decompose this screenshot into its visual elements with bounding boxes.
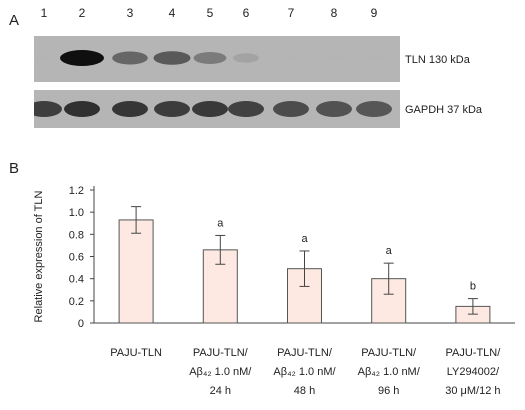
panel-b-letter: B	[9, 160, 20, 177]
tln-band-lane-3	[112, 51, 148, 65]
bar-3	[287, 268, 322, 324]
lane-number-7: 7	[287, 6, 295, 20]
y-axis-label: Relative expression of TLN	[33, 191, 45, 323]
category-label-5: PAJU-TLN/	[445, 347, 501, 359]
bar-1	[118, 219, 154, 324]
y-tick-label: 1.0	[69, 207, 84, 219]
gapdh-band-lane-5	[192, 101, 228, 117]
gapdh-band-lane-2	[64, 101, 100, 117]
gapdh-band-lane-6	[228, 101, 264, 117]
significance-label-4: a	[386, 245, 393, 257]
y-tick-label: 0.6	[69, 252, 84, 264]
gapdh-band-lane-1	[26, 101, 62, 117]
significance-label-2: a	[217, 217, 224, 229]
significance-label-3: a	[301, 233, 308, 245]
gapdh-blot	[26, 90, 400, 128]
category-label-4: PAJU-TLN/	[361, 347, 417, 359]
lane-number-9: 9	[370, 6, 378, 20]
bar-5	[455, 305, 491, 324]
significance-label-5: b	[470, 281, 476, 293]
bar-4	[371, 278, 407, 324]
lane-number-8: 8	[330, 6, 338, 20]
gapdh-blot-bands	[26, 101, 392, 117]
gapdh-band-lane-8	[316, 101, 352, 117]
category-label-1: PAJU-TLN	[110, 347, 162, 359]
tln-band-lane-6	[233, 53, 259, 63]
tln-band-lane-4	[153, 51, 191, 65]
tln-blot	[34, 36, 400, 82]
gapdh-band-lane-9	[356, 101, 392, 117]
lane-number-5: 5	[206, 6, 214, 20]
category-label-4: 96 h	[378, 385, 399, 397]
category-label-2: Aβ₄₂ 1.0 nM/	[189, 366, 252, 378]
y-tick-label: 1.2	[69, 185, 84, 197]
lane-number-6: 6	[242, 6, 250, 20]
category-label-5: LY294002/	[447, 366, 500, 378]
category-label-2: PAJU-TLN/	[193, 347, 249, 359]
y-tick-label: 0.8	[69, 229, 84, 241]
category-label-3: PAJU-TLN/	[277, 347, 333, 359]
gapdh-band-lane-4	[154, 101, 190, 117]
panel-a-letter: A	[9, 12, 20, 29]
tln-band-lane-9	[365, 54, 383, 62]
tln-blot-label: TLN 130 kDa	[405, 54, 470, 66]
gapdh-band-lane-7	[273, 101, 309, 117]
lane-number-1: 1	[40, 6, 48, 20]
category-label-5: 30 μM/12 h	[445, 385, 500, 397]
lane-number-4: 4	[168, 6, 176, 20]
category-label-3: 48 h	[294, 385, 315, 397]
tln-band-lane-7	[282, 54, 300, 62]
tln-blot-bands	[35, 50, 383, 66]
gapdh-blot-label: GAPDH 37 kDa	[405, 104, 483, 116]
tln-band-lane-5	[193, 52, 227, 64]
lane-number-3: 3	[126, 6, 134, 20]
category-label-3: Aβ₄₂ 1.0 nM/	[273, 366, 336, 378]
y-tick-label: 0	[78, 318, 84, 330]
bar-2	[202, 249, 238, 324]
category-label-2: 24 h	[210, 385, 231, 397]
category-label-4: Aβ₄₂ 1.0 nM/	[358, 366, 421, 378]
y-tick-label: 0.2	[69, 296, 84, 308]
tln-band-lane-2	[60, 50, 104, 66]
lane-number-2: 2	[78, 6, 86, 20]
gapdh-band-lane-3	[112, 101, 148, 117]
tln-band-lane-1	[35, 54, 53, 62]
tln-band-lane-8	[325, 54, 343, 62]
y-tick-label: 0.4	[69, 274, 84, 286]
